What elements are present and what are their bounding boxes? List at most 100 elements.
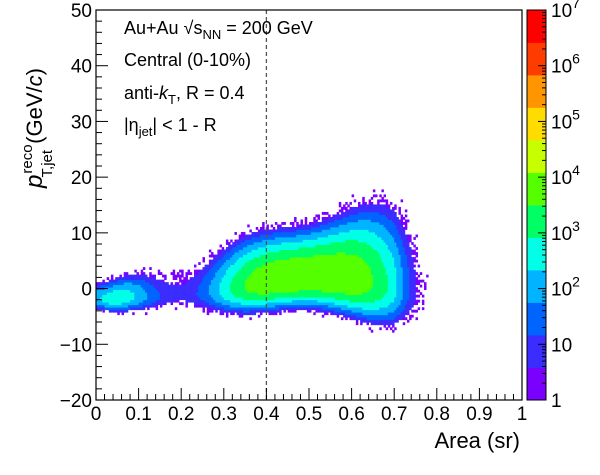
- heatmap-cell: [230, 267, 233, 270]
- heatmap-cell: [147, 277, 150, 281]
- heatmap-cell: [268, 287, 272, 291]
- heatmap-cell: [404, 249, 408, 253]
- heatmap-cell: [370, 259, 374, 263]
- heatmap-cell: [285, 259, 289, 263]
- heatmap-cell: [402, 317, 406, 321]
- heatmap-cell: [370, 224, 374, 228]
- heatmap-cell: [266, 224, 269, 228]
- heatmap-cell: [340, 269, 344, 273]
- heatmap-cell: [238, 309, 242, 313]
- heatmap-cell: [419, 284, 423, 288]
- heatmap-cell: [253, 292, 257, 296]
- heatmap-cell: [377, 287, 380, 291]
- heatmap-cell: [400, 314, 404, 318]
- heatmap-cell: [113, 302, 116, 306]
- heatmap-cell: [211, 279, 214, 283]
- heatmap-cell: [353, 229, 357, 233]
- heatmap-cell: [319, 252, 323, 255]
- heatmap-cell: [392, 317, 395, 321]
- heatmap-cell: [364, 237, 367, 240]
- heatmap-cell: [353, 314, 357, 318]
- heatmap-cell: [223, 252, 227, 255]
- heatmap-cell: [351, 234, 355, 238]
- heatmap-cell: [136, 304, 139, 308]
- heatmap-cell: [225, 302, 229, 306]
- heatmap-cell: [355, 209, 359, 213]
- heatmap-cell: [221, 299, 225, 303]
- heatmap-cell: [334, 264, 338, 268]
- heatmap-cell: [306, 302, 310, 306]
- heatmap-cell: [289, 232, 293, 235]
- heatmap-cell: [223, 294, 227, 298]
- heatmap-cell: [336, 314, 340, 318]
- heatmap-cell: [117, 277, 120, 281]
- heatmap-cell: [409, 287, 412, 291]
- heatmap-cell: [409, 299, 412, 303]
- heatmap-cell: [302, 242, 306, 245]
- heatmap-cell: [202, 289, 205, 293]
- heatmap-cell: [306, 284, 310, 288]
- heatmap-cell: [272, 264, 276, 268]
- heatmap-cell: [411, 314, 414, 318]
- heatmap-cell: [279, 289, 282, 293]
- heatmap-cell: [289, 292, 293, 296]
- heatmap-cell: [309, 232, 312, 235]
- heatmap-cell: [381, 299, 384, 303]
- heatmap-cell: [353, 302, 357, 306]
- heatmap-cell: [375, 242, 378, 245]
- heatmap-cell: [294, 249, 297, 253]
- heatmap-cell: [298, 269, 301, 273]
- heatmap-cell: [406, 244, 410, 248]
- heatmap-cell: [360, 249, 363, 253]
- heatmap-cell: [400, 224, 404, 228]
- heatmap-cell: [228, 274, 231, 278]
- heatmap-cell: [264, 269, 267, 273]
- heatmap-cell: [394, 319, 397, 323]
- annotation-algorithm: anti-kT, R = 0.4: [124, 83, 245, 107]
- heatmap-cell: [385, 317, 389, 321]
- heatmap-cell: [306, 272, 310, 275]
- heatmap-cell: [394, 221, 397, 225]
- heatmap-cell: [125, 289, 129, 293]
- heatmap-cell: [409, 274, 412, 278]
- heatmap-cell: [144, 304, 148, 308]
- heatmap-cell: [387, 219, 391, 223]
- heatmap-cell: [406, 247, 410, 250]
- heatmap-cell: [334, 229, 338, 233]
- heatmap-cell: [200, 282, 203, 286]
- heatmap-cell: [385, 242, 389, 245]
- heatmap-cell: [366, 277, 369, 281]
- y-tick-label: −20: [60, 391, 92, 412]
- heatmap-cell: [193, 302, 197, 306]
- heatmap-cell: [347, 289, 350, 293]
- heatmap-cell: [277, 307, 280, 311]
- heatmap-cell: [296, 267, 299, 270]
- heatmap-cell: [370, 282, 374, 286]
- heatmap-cell: [368, 259, 372, 263]
- heatmap-cell: [168, 289, 171, 293]
- heatmap-cell: [253, 297, 257, 301]
- heatmap-cell: [115, 287, 118, 291]
- heatmap-cell: [202, 309, 205, 313]
- heatmap-cell: [360, 221, 363, 225]
- heatmap-cell: [151, 297, 154, 301]
- heatmap-cell: [153, 294, 156, 298]
- heatmap-cell: [317, 232, 320, 235]
- heatmap-cell: [381, 307, 384, 311]
- heatmap-cell: [360, 284, 363, 288]
- heatmap-cell: [396, 289, 399, 293]
- heatmap-cell: [328, 279, 331, 283]
- heatmap-cell: [362, 209, 365, 213]
- heatmap-cell: [415, 289, 418, 293]
- heatmap-cell: [228, 307, 231, 311]
- heatmap-cell: [260, 249, 263, 253]
- heatmap-cell: [315, 272, 318, 275]
- heatmap-cell: [351, 237, 355, 240]
- heatmap-cell: [245, 287, 248, 291]
- heatmap-cell: [340, 209, 344, 213]
- heatmap-cell: [300, 227, 303, 230]
- heatmap-cell: [332, 229, 335, 233]
- heatmap-cell: [274, 232, 278, 235]
- heatmap-cell: [277, 239, 280, 243]
- heatmap-cell: [340, 229, 344, 233]
